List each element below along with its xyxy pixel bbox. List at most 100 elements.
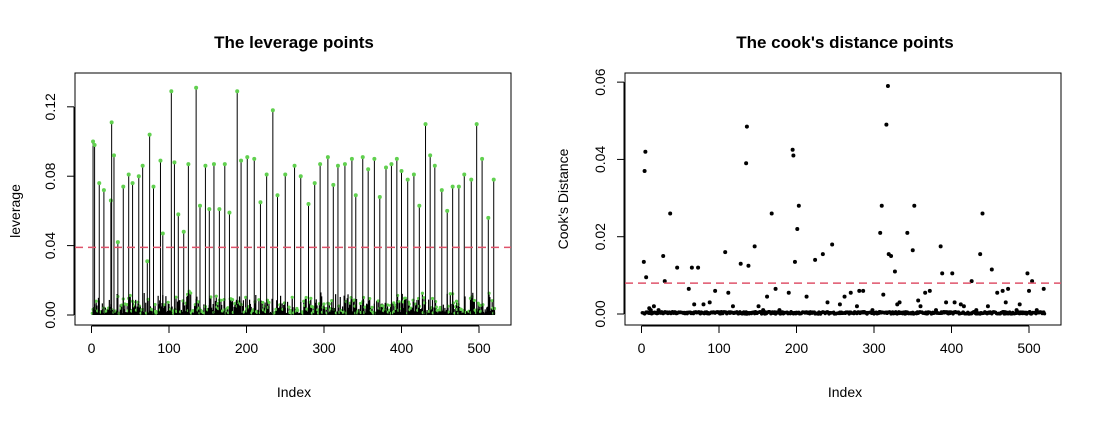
- cooks-x-tick-label: 100: [707, 340, 731, 356]
- cooks-y-tick-label: 0.02: [592, 223, 608, 250]
- cooks-point: [820, 252, 825, 257]
- cooks-point: [761, 308, 766, 313]
- leverage-x-tick-label: 500: [467, 340, 491, 356]
- leverage-point-bg: [128, 293, 132, 298]
- leverage-point: [462, 172, 467, 177]
- leverage-point-bg: [125, 303, 129, 307]
- cooks-point: [656, 308, 661, 313]
- leverage-point: [203, 163, 208, 168]
- cooks-point: [643, 149, 648, 154]
- cooks-point: [1003, 300, 1008, 305]
- cooks-x-tick-label: 400: [940, 340, 964, 356]
- leverage-point-bg: [385, 303, 390, 307]
- cooks-point: [668, 211, 673, 216]
- leverage-point-bg: [94, 299, 98, 303]
- cooks-point: [644, 275, 649, 280]
- leverage-point: [283, 172, 288, 177]
- leverage-point: [222, 162, 227, 167]
- cooks-point: [692, 302, 697, 307]
- cooks-xlabel: Index: [828, 384, 862, 400]
- leverage-y-tick-label: 0.12: [42, 93, 58, 120]
- cooks-point: [897, 300, 902, 305]
- cooks-point-bg: [1042, 311, 1047, 316]
- cooks-point: [885, 84, 890, 88]
- leverage-point: [91, 139, 96, 144]
- leverage-point: [360, 155, 365, 160]
- leverage-point: [312, 181, 317, 186]
- leverage-point-bg: [454, 299, 459, 303]
- leverage-point-bg: [311, 305, 315, 309]
- cooks-point: [940, 271, 945, 276]
- cooks-title: The cook's distance points: [736, 33, 954, 52]
- leverage-point: [428, 153, 433, 158]
- cooks-point: [927, 288, 932, 293]
- cooks-point: [974, 308, 979, 313]
- leverage-point: [211, 162, 216, 167]
- cooks-point: [980, 211, 985, 216]
- leverage-point: [126, 172, 131, 177]
- cooks-point: [723, 250, 728, 255]
- leverage-point: [176, 212, 181, 217]
- leverage-point-bg: [330, 298, 334, 303]
- cooks-point: [889, 254, 894, 259]
- leverage-point-bg: [296, 308, 300, 312]
- leverage-point: [109, 120, 114, 125]
- leverage-point: [399, 169, 404, 174]
- leverage-point-bg: [289, 308, 293, 313]
- leverage-point: [432, 163, 437, 168]
- leverage-point-bg: [327, 302, 332, 306]
- cooks-point: [796, 203, 801, 208]
- leverage-point-bg: [162, 303, 166, 307]
- leverage-point-bg: [244, 295, 248, 299]
- cooks-point: [1030, 279, 1035, 284]
- leverage-point: [469, 177, 474, 182]
- cooks-point: [978, 252, 983, 257]
- cooks-point: [648, 308, 653, 313]
- leverage-point: [172, 160, 177, 165]
- leverage-x-tick-label: 300: [312, 340, 336, 356]
- leverage-point: [306, 201, 311, 206]
- leverage-point-bg: [447, 310, 451, 314]
- leverage-point-bg: [304, 295, 308, 300]
- leverage-point: [318, 162, 323, 167]
- leverage-point: [181, 229, 186, 234]
- leverage-point-bg: [120, 303, 124, 307]
- leverage-point-bg: [358, 301, 363, 306]
- leverage-point: [252, 156, 257, 161]
- cooks-point: [1025, 271, 1030, 276]
- leverage-point: [217, 207, 222, 212]
- leverage-point: [480, 156, 485, 161]
- leverage-point-bg: [322, 302, 326, 306]
- cooks-point: [813, 257, 818, 262]
- leverage-point: [147, 132, 152, 137]
- leverage-point: [160, 231, 165, 236]
- cooks-plot-frame: [624, 72, 1062, 326]
- cooks-point: [825, 300, 830, 305]
- leverage-point-bg: [430, 296, 435, 301]
- leverage-point: [298, 174, 303, 179]
- leverage-point: [372, 156, 377, 161]
- leverage-point-bg: [261, 300, 265, 305]
- cooks-point: [870, 308, 875, 313]
- cooks-x-tick-label: 300: [862, 340, 886, 356]
- leverage-point: [445, 208, 450, 213]
- cooks-y-tick-label: 0.06: [592, 68, 608, 95]
- leverage-marks: [75, 85, 511, 315]
- leverage-point: [366, 167, 371, 172]
- leverage-point-bg: [376, 299, 380, 303]
- leverage-plot-frame: [74, 72, 512, 326]
- cooks-point: [944, 300, 949, 305]
- cooks-point: [892, 269, 897, 274]
- cooks-point: [861, 288, 866, 293]
- leverage-point: [239, 158, 244, 163]
- cooks-point: [790, 147, 795, 152]
- leverage-point: [275, 193, 280, 198]
- leverage-point-bg: [309, 296, 313, 300]
- cooks-point: [848, 290, 853, 295]
- leverage-point: [353, 193, 358, 198]
- leverage-xlabel: Index: [277, 384, 311, 400]
- leverage-point-bg: [166, 300, 170, 304]
- cooks-point: [995, 290, 1000, 295]
- leverage-point-bg: [209, 295, 213, 299]
- cooks-marks: [625, 84, 1061, 316]
